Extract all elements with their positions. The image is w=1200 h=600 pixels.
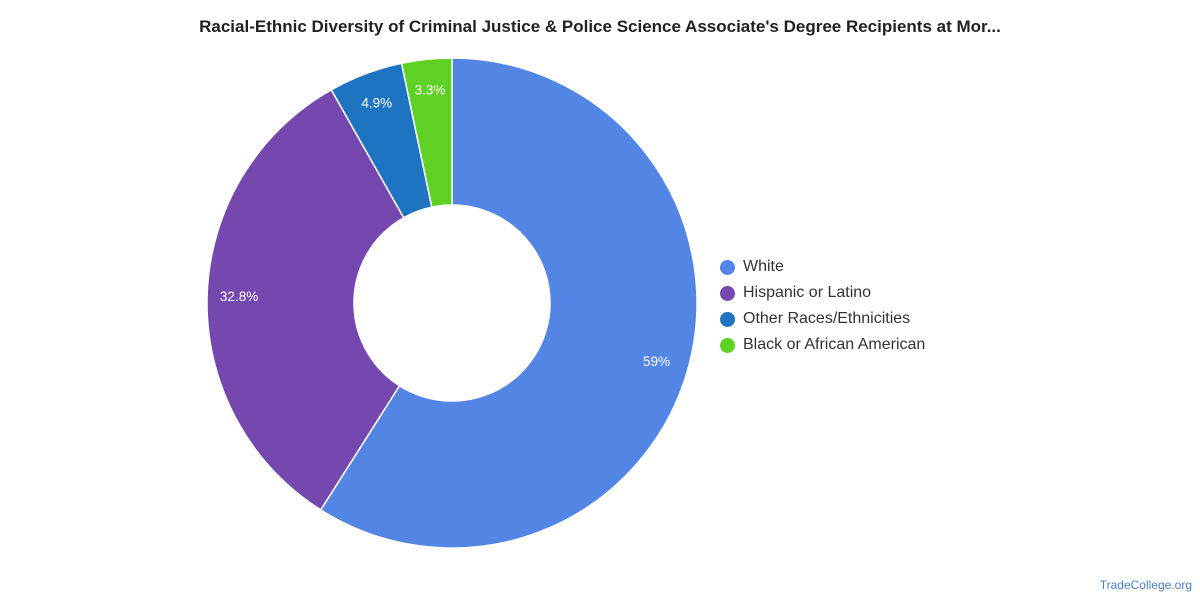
legend-swatch (720, 285, 735, 301)
legend-item[interactable]: Other Races/Ethnicities (720, 306, 925, 332)
chart-title: Racial-Ethnic Diversity of Criminal Just… (199, 17, 1001, 36)
slice-value-label: 3.3% (415, 83, 446, 98)
slice-value-label: 59% (643, 354, 670, 369)
legend-item[interactable]: White (720, 254, 925, 280)
pie-slice-black-or-african-american[interactable] (400, 57, 453, 208)
legend-label: Hispanic or Latino (743, 284, 872, 301)
pie-slice-hispanic-or-latino[interactable] (206, 88, 405, 511)
legend-label: Other Races/Ethnicities (743, 310, 911, 327)
source-credit[interactable]: TradeCollege.org (1099, 578, 1192, 592)
legend-item[interactable]: Hispanic or Latino (720, 280, 925, 306)
legend: White Hispanic or Latino Other Races/Ethni… (720, 254, 925, 358)
legend-swatch (720, 259, 735, 275)
slice-value-label: 4.9% (361, 95, 392, 110)
legend-item[interactable]: Black or African American (720, 332, 925, 358)
slice-value-label: 32.8% (220, 289, 258, 304)
legend-label: Black or African American (743, 336, 926, 353)
legend-label: White (743, 258, 784, 275)
legend-swatch (720, 311, 735, 327)
legend-swatch (720, 337, 735, 353)
pie-slice-white[interactable] (319, 57, 698, 549)
